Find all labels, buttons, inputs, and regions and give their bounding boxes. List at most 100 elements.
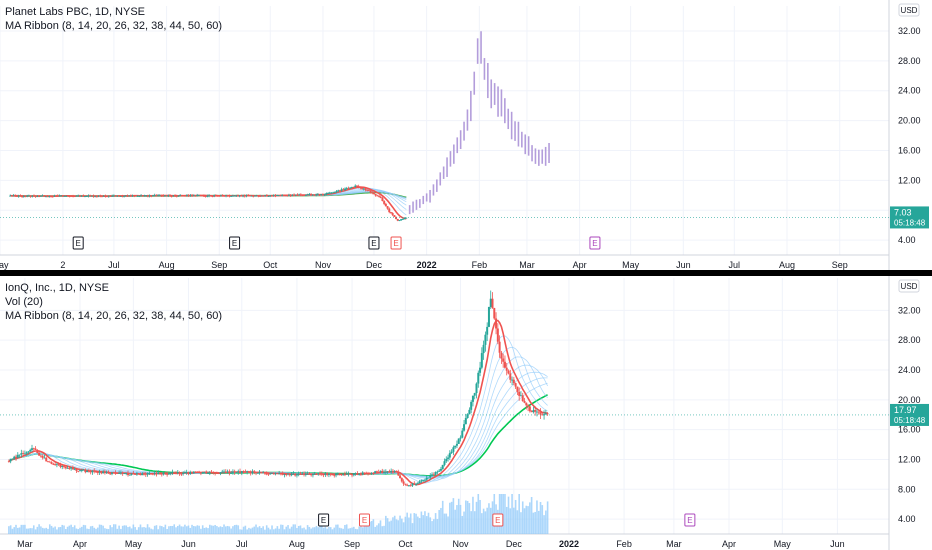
candle-body bbox=[265, 473, 268, 475]
symbol-title[interactable]: Planet Labs PBC, 1D, NYSE bbox=[5, 6, 146, 18]
volume-bar bbox=[372, 519, 375, 534]
candle-body bbox=[379, 196, 382, 198]
volume-bar bbox=[317, 527, 320, 534]
candle-body bbox=[221, 195, 224, 197]
volume-bar bbox=[43, 528, 46, 534]
volume-bar bbox=[18, 527, 21, 534]
volume-bar bbox=[385, 515, 387, 534]
candle-body bbox=[345, 188, 348, 189]
candle-body bbox=[284, 195, 287, 196]
volume-bar bbox=[96, 527, 99, 534]
candle-body bbox=[367, 190, 370, 191]
candle-body bbox=[369, 190, 372, 193]
candle-body bbox=[473, 393, 476, 396]
candle-body bbox=[166, 474, 169, 475]
volume-bar bbox=[313, 527, 316, 534]
volume-bar bbox=[219, 526, 222, 534]
volume-bar bbox=[329, 527, 332, 534]
candle-body bbox=[311, 474, 314, 476]
price-chart-planet[interactable]: USD32.0028.0024.0020.0016.0012.008.004.0… bbox=[0, 0, 932, 270]
candle-body bbox=[407, 485, 410, 487]
volume-bar bbox=[397, 520, 400, 534]
candle-body bbox=[381, 197, 384, 202]
volume-bar bbox=[349, 528, 352, 534]
candle-body bbox=[44, 196, 47, 198]
candle-body bbox=[374, 194, 377, 196]
candle-body bbox=[512, 379, 515, 384]
time-tick-label: Jun bbox=[676, 260, 691, 270]
earnings-marker bbox=[589, 236, 601, 250]
candle-body bbox=[502, 358, 505, 362]
candle-body bbox=[202, 195, 205, 197]
candle-body bbox=[301, 473, 304, 475]
candle-body bbox=[376, 195, 379, 197]
indicator-label[interactable]: MA Ribbon (8, 14, 20, 26, 32, 38, 44, 50… bbox=[5, 20, 223, 32]
candle-body bbox=[160, 473, 163, 475]
candle-body bbox=[367, 473, 370, 475]
symbol-title[interactable]: IonQ, Inc., 1D, NYSE bbox=[5, 282, 109, 294]
candle-body bbox=[310, 474, 313, 476]
volume-bar bbox=[203, 527, 206, 534]
time-tick-label: Nov bbox=[452, 539, 469, 549]
chart-pane-ionq[interactable]: IonQ, Inc., 1D, NYSE Vol (20) MA Ribbon … bbox=[0, 276, 932, 550]
volume-bar bbox=[228, 526, 231, 534]
candle-body bbox=[231, 195, 234, 197]
countdown-timer: 05:18:48 bbox=[894, 416, 926, 425]
volume-bar bbox=[153, 525, 156, 534]
candle-body bbox=[304, 474, 307, 475]
earnings-marker bbox=[318, 513, 330, 527]
candle-body bbox=[173, 472, 176, 474]
volume-bar bbox=[369, 521, 371, 534]
price-chart-ionq[interactable]: USD 32.00 28.00 24.00 20.00 16.00 12.00 8.00 4.0… bbox=[0, 276, 932, 550]
volume-bar bbox=[409, 513, 412, 534]
time-tick-label: Aug bbox=[779, 260, 795, 270]
volume-bar bbox=[72, 527, 74, 534]
candle-body bbox=[511, 379, 514, 381]
volume-bar bbox=[178, 524, 181, 534]
volume-bar bbox=[91, 525, 94, 534]
volume-bar bbox=[155, 525, 158, 534]
volume-bar bbox=[546, 501, 549, 534]
volume-bar bbox=[260, 527, 263, 534]
indicator-label[interactable]: MA Ribbon (8, 14, 20, 26, 32, 38, 44, 50… bbox=[5, 310, 223, 322]
price-tick-label: 16.00 bbox=[898, 425, 921, 435]
volume-bar bbox=[337, 524, 339, 534]
candle-body bbox=[263, 472, 266, 474]
candle-body bbox=[486, 326, 489, 335]
candle-body bbox=[100, 471, 103, 474]
candle-body bbox=[87, 470, 90, 472]
candle-body bbox=[277, 195, 280, 196]
candle-body bbox=[443, 461, 446, 465]
volume-label[interactable]: Vol (20) bbox=[5, 296, 43, 308]
volume-bar bbox=[84, 525, 87, 534]
volume-bar bbox=[61, 524, 64, 534]
volume-bar bbox=[422, 515, 424, 534]
candle-body bbox=[158, 195, 161, 197]
pane-divider[interactable] bbox=[0, 270, 932, 276]
volume-bar bbox=[242, 526, 245, 534]
volume-bar bbox=[310, 528, 312, 534]
volume-bar bbox=[354, 528, 357, 534]
volume-bar bbox=[86, 528, 88, 534]
volume-bar bbox=[75, 528, 78, 534]
volume-bar bbox=[13, 527, 16, 534]
candle-body bbox=[55, 195, 58, 197]
earnings-marker bbox=[390, 236, 402, 250]
candle-body bbox=[427, 477, 430, 479]
candle-body bbox=[244, 471, 247, 473]
candle-body bbox=[178, 472, 181, 474]
candle-body bbox=[264, 195, 267, 197]
candle-body bbox=[89, 471, 92, 473]
candle-body bbox=[170, 196, 173, 197]
chart-pane-planet-labs[interactable]: Planet Labs PBC, 1D, NYSE MA Ribbon (8, … bbox=[0, 0, 932, 270]
candle-body bbox=[114, 195, 117, 197]
candle-body bbox=[236, 195, 239, 197]
candle-body bbox=[141, 473, 144, 476]
candle-body bbox=[282, 194, 285, 196]
volume-bar bbox=[440, 507, 442, 534]
currency-label: USD bbox=[901, 6, 918, 15]
candle-body bbox=[132, 473, 135, 475]
candle-body bbox=[257, 195, 260, 197]
candle-body bbox=[109, 473, 112, 475]
volume-bar bbox=[116, 528, 119, 534]
